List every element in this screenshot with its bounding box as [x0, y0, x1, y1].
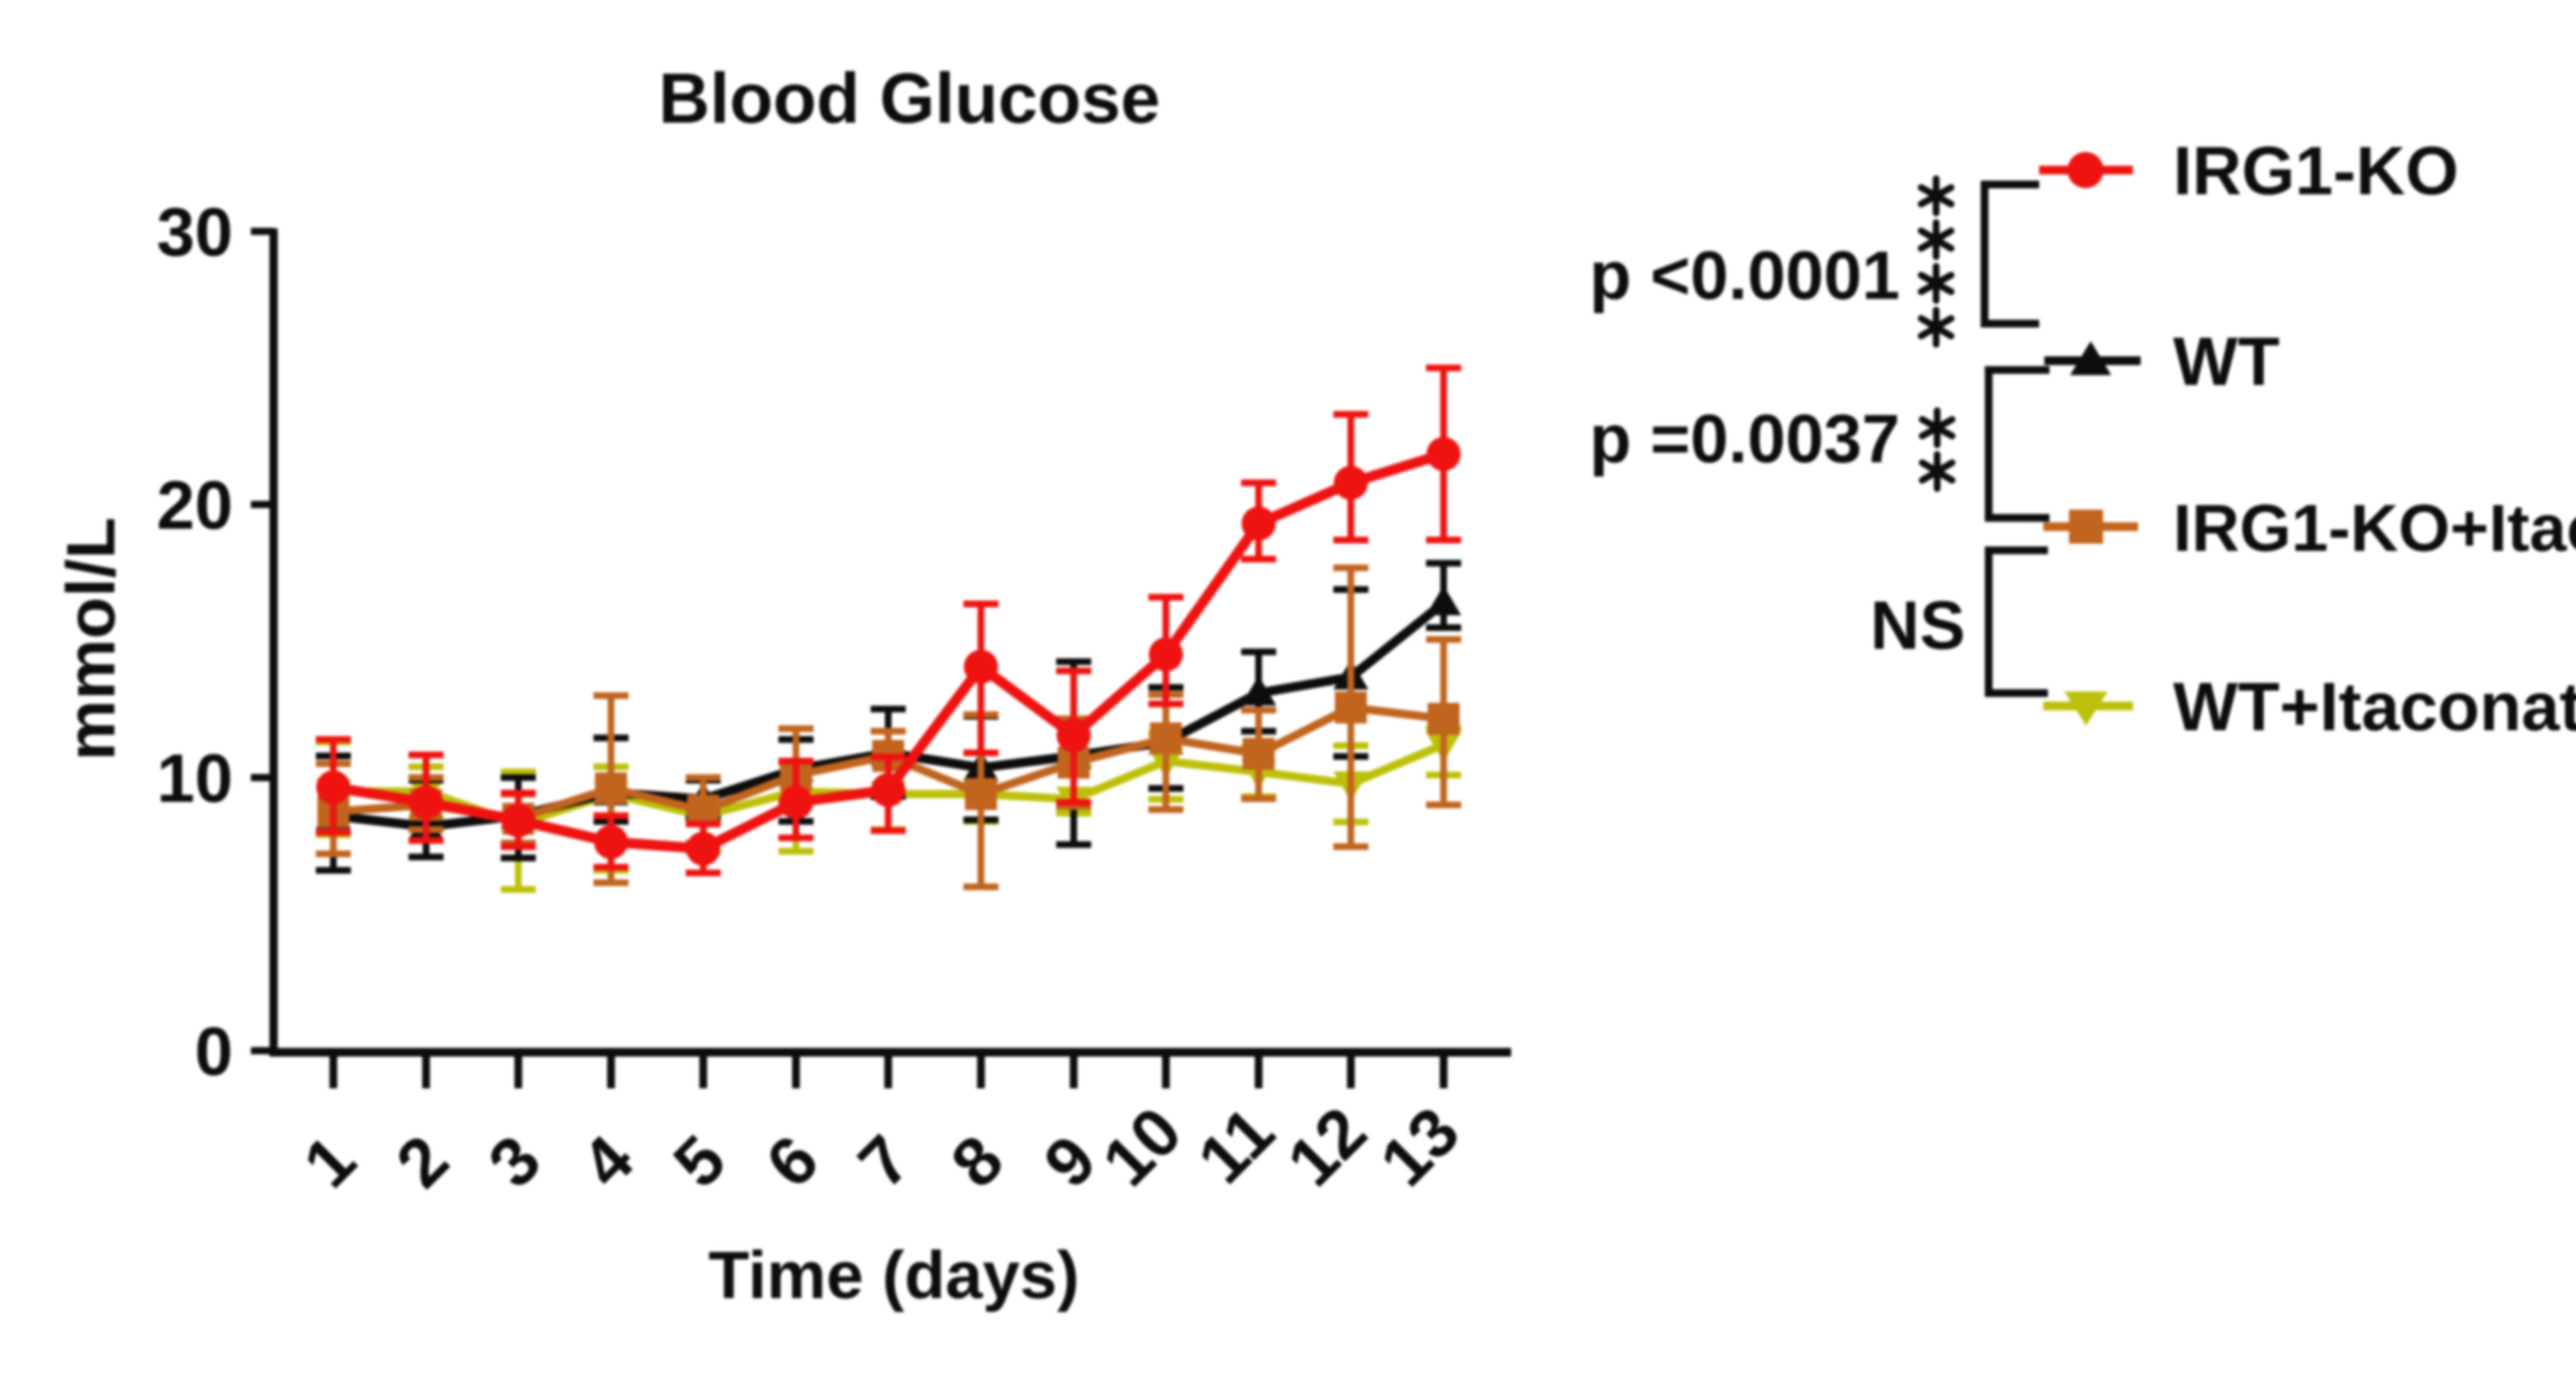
svg-text:p <0.0001: p <0.0001 [1589, 238, 1900, 314]
svg-text:Time (days): Time (days) [708, 1237, 1079, 1312]
svg-text:10: 10 [157, 740, 233, 817]
svg-text:WT: WT [2173, 324, 2280, 400]
svg-text:mmol/L: mmol/L [53, 517, 129, 761]
svg-text:Blood Glucose: Blood Glucose [658, 59, 1160, 138]
svg-text:WT+Itaconate: WT+Itaconate [2173, 669, 2576, 745]
svg-text:NS: NS [1870, 587, 1965, 664]
svg-text:20: 20 [157, 467, 233, 544]
svg-text:0: 0 [195, 1014, 233, 1090]
svg-text:p =0.0037: p =0.0037 [1589, 401, 1900, 477]
svg-text:30: 30 [157, 194, 233, 271]
svg-text:IRG1-KO+Itaconate: IRG1-KO+Itaconate [2173, 491, 2576, 565]
svg-text:IRG1-KO: IRG1-KO [2173, 133, 2459, 209]
